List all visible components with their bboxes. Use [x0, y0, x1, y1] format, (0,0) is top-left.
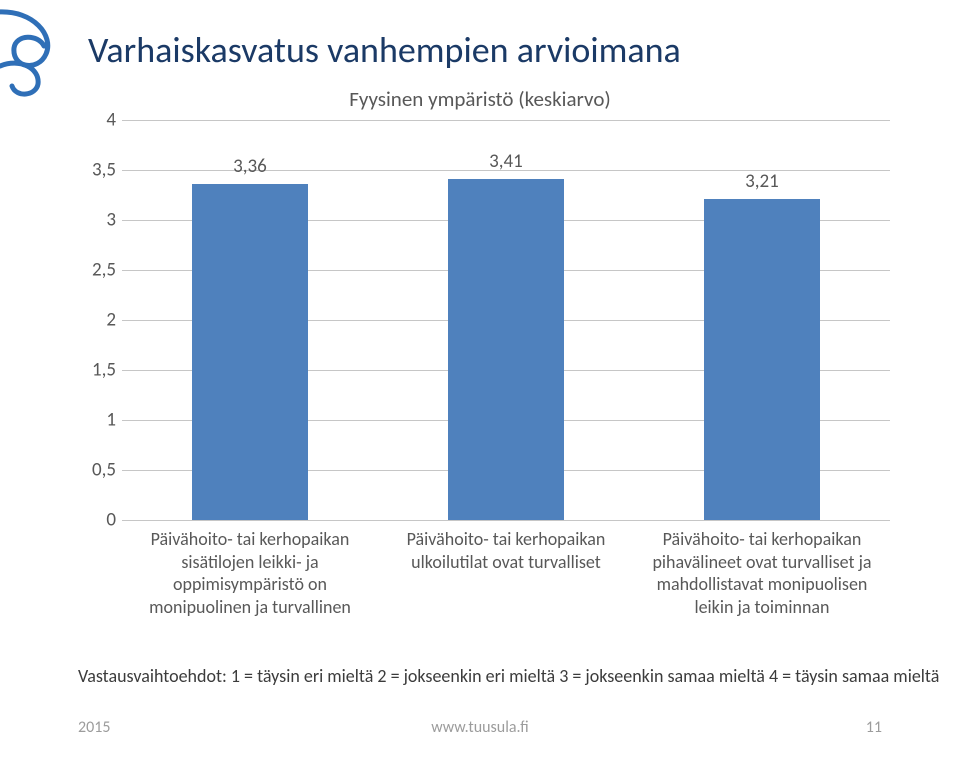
x-category-label: Päivähoito- tai kerhopaikan pihavälineet…: [644, 528, 880, 618]
chart-subtitle: Fyysinen ympäristö (keskiarvo): [0, 86, 960, 112]
bar-value-label: 3,36: [192, 155, 307, 178]
y-tick-label: 3,5: [78, 159, 116, 182]
bar-rect: [704, 199, 819, 520]
bar-value-label: 3,41: [448, 150, 563, 173]
bar: 3,41: [448, 179, 563, 520]
bar-value-label: 3,21: [704, 170, 819, 193]
y-tick-label: 1: [78, 409, 116, 432]
footer-pagenum: 11: [866, 718, 882, 737]
y-tick-label: 0,5: [78, 459, 116, 482]
y-tick-label: 1,5: [78, 359, 116, 382]
footer-url: www.tuusula.fi: [0, 718, 960, 737]
y-tick-label: 0: [78, 509, 116, 532]
bar-rect: [448, 179, 563, 520]
x-category-label: Päivähoito- tai kerhopaikan ulkoilutilat…: [388, 528, 624, 573]
page-title: Varhaiskasvatus vanhempien arvioimana: [88, 28, 681, 72]
bar: 3,21: [704, 199, 819, 520]
plot-area: 3,36 3,41 3,21: [122, 120, 890, 521]
gridline: [122, 120, 890, 121]
y-tick-label: 2,5: [78, 259, 116, 282]
bar: 3,36: [192, 184, 307, 520]
bar-rect: [192, 184, 307, 520]
y-tick-label: 2: [78, 309, 116, 332]
y-tick-label: 3: [78, 209, 116, 232]
footnote: Vastausvaihtoehdot: 1 = täysin eri mielt…: [78, 665, 939, 687]
bar-chart: 00,511,522,533,54 3,363,413,21 Päivähoit…: [78, 120, 890, 615]
x-category-label: Päivähoito- tai kerhopaikan sisätilojen …: [132, 528, 368, 618]
y-tick-label: 4: [78, 109, 116, 132]
